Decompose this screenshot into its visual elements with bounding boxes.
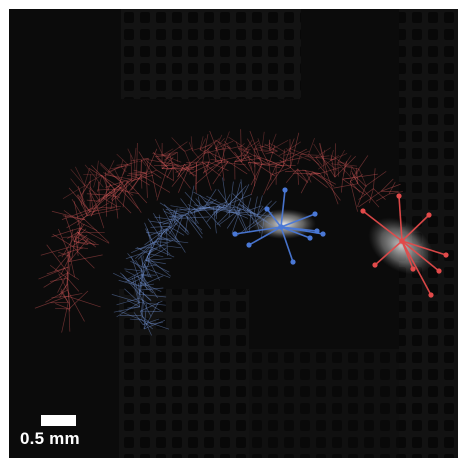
specimen-red	[368, 217, 434, 275]
trail-red	[34, 129, 403, 333]
scale-bar	[41, 415, 76, 426]
mesh-top	[121, 9, 301, 99]
microscopy-frame: 0.5 mm	[9, 9, 458, 458]
mesh-bottom-right	[249, 349, 399, 458]
skeleton-blue	[232, 187, 326, 265]
trail-blue	[111, 177, 277, 336]
skeleton-red	[360, 193, 449, 298]
scale-bar-label: 0.5 mm	[20, 429, 80, 448]
tracking-overlay	[34, 9, 458, 458]
mesh-bottom	[119, 289, 249, 458]
